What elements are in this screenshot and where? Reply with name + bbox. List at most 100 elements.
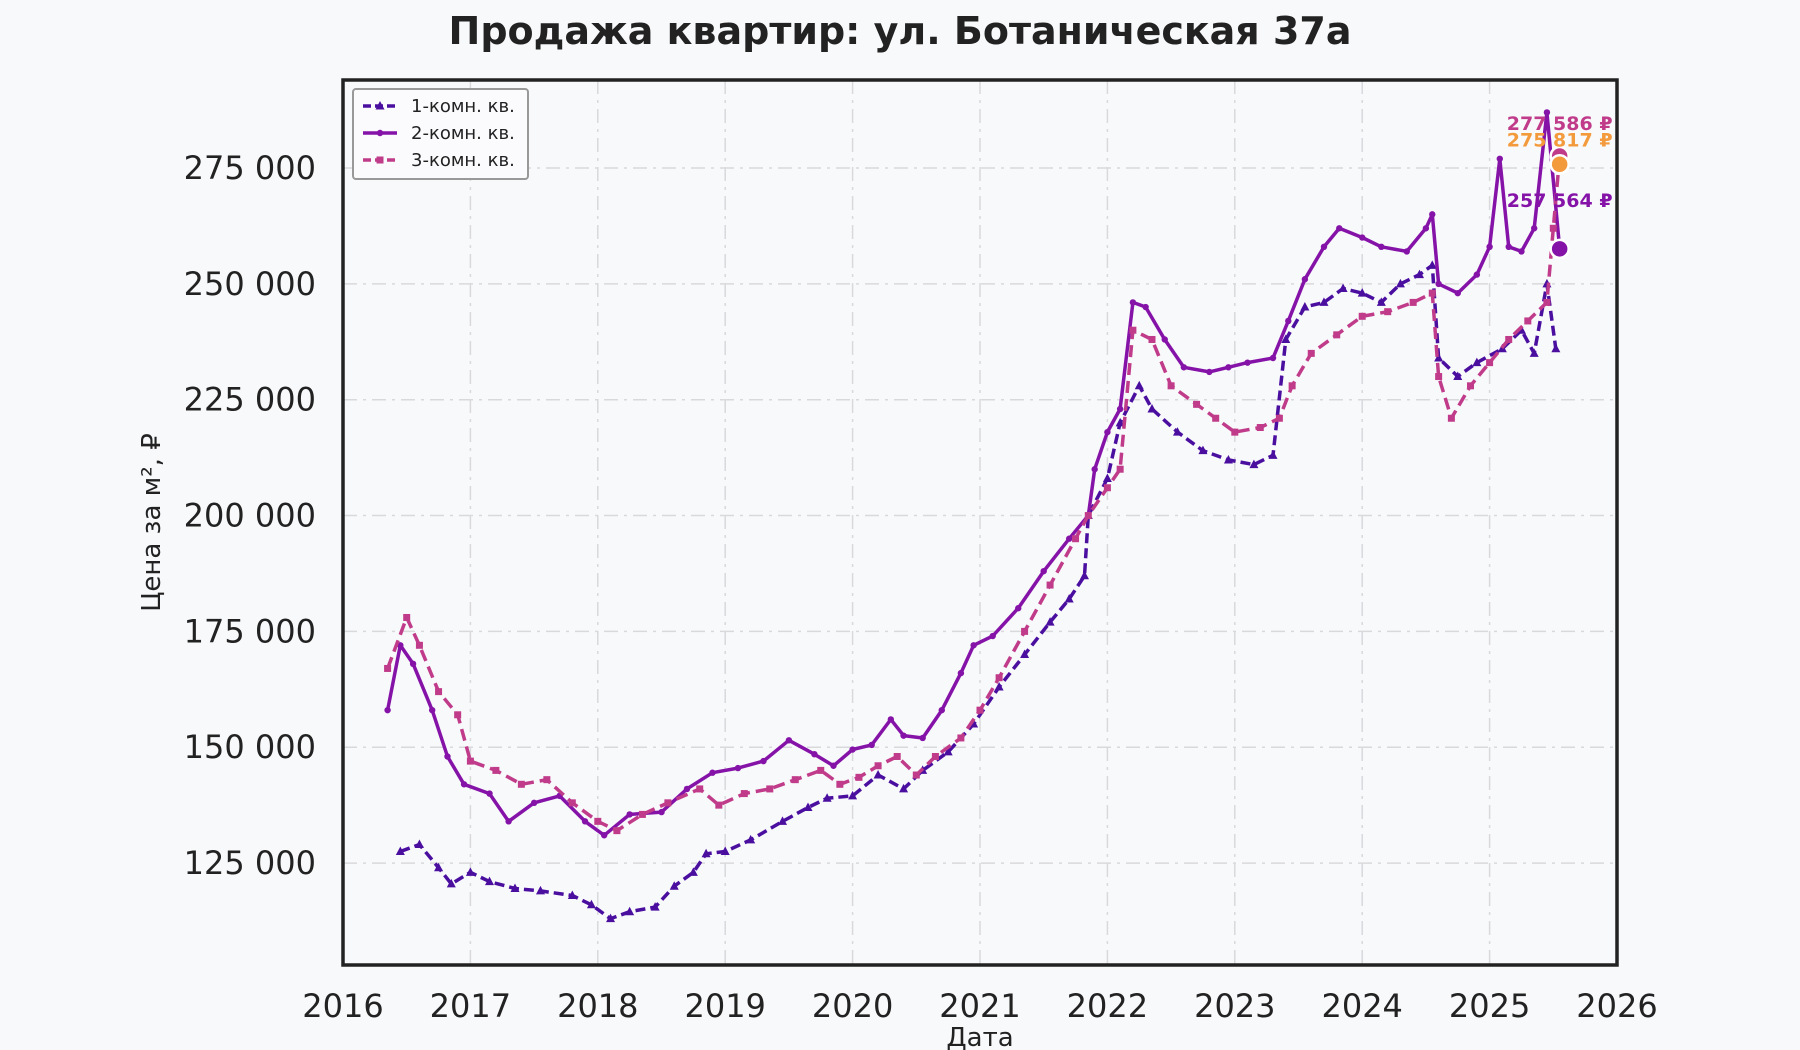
data-point xyxy=(849,746,856,753)
data-point xyxy=(1427,260,1437,269)
series-1 xyxy=(395,260,1561,923)
data-point xyxy=(1275,414,1283,422)
data-point xyxy=(1193,400,1201,408)
data-point xyxy=(919,734,926,742)
data-point xyxy=(848,790,858,800)
data-point xyxy=(803,802,813,811)
data-point xyxy=(1046,581,1054,589)
data-point xyxy=(994,681,1004,691)
data-point xyxy=(817,766,825,774)
data-point xyxy=(1249,459,1259,469)
data-point xyxy=(1079,570,1089,580)
data-point xyxy=(1231,428,1239,436)
data-point xyxy=(1102,473,1112,482)
data-point xyxy=(1422,225,1430,232)
legend-marker xyxy=(376,129,384,137)
data-point xyxy=(1496,155,1503,162)
data-point xyxy=(1147,403,1157,413)
legend-box xyxy=(352,88,529,180)
data-point xyxy=(1486,243,1493,251)
data-point xyxy=(414,839,424,849)
data-point xyxy=(638,810,646,818)
y-tick-label: 150 000 xyxy=(184,728,316,766)
data-point xyxy=(1434,353,1444,362)
data-point xyxy=(912,771,920,779)
data-point xyxy=(1288,382,1296,390)
data-point xyxy=(766,785,774,793)
data-point xyxy=(791,776,799,784)
data-point xyxy=(1021,627,1029,635)
data-point xyxy=(1285,317,1292,325)
data-point xyxy=(1161,336,1168,343)
data-point xyxy=(778,816,788,825)
data-point xyxy=(1091,466,1098,473)
data-point xyxy=(1530,225,1538,232)
data-point xyxy=(868,741,875,749)
data-point xyxy=(1072,535,1080,543)
series-line xyxy=(385,110,1562,838)
data-point xyxy=(1486,359,1494,367)
data-point xyxy=(530,799,538,807)
data-point xyxy=(1358,312,1366,320)
data-point xyxy=(460,781,468,788)
x-tick-label: 2019 xyxy=(684,987,765,1025)
data-point xyxy=(1281,334,1291,343)
data-point xyxy=(485,876,495,886)
data-point xyxy=(976,706,984,714)
series-lines xyxy=(384,109,1564,923)
legend-marker xyxy=(375,101,385,110)
data-point xyxy=(931,752,939,760)
data-point xyxy=(855,773,863,781)
y-tick-label: 275 000 xyxy=(184,149,316,187)
y-tick-label: 175 000 xyxy=(184,612,316,650)
data-point xyxy=(403,613,411,621)
data-point xyxy=(1256,424,1264,432)
data-point xyxy=(1045,617,1055,626)
data-point xyxy=(760,757,767,765)
series-3 xyxy=(384,152,1564,835)
data-point xyxy=(836,780,844,788)
data-point xyxy=(811,750,818,758)
data-point xyxy=(543,776,551,784)
data-point xyxy=(720,846,730,855)
data-point xyxy=(492,766,500,774)
data-point xyxy=(505,818,512,825)
data-point xyxy=(1015,605,1022,612)
x-tick-label: 2025 xyxy=(1449,987,1530,1025)
data-point xyxy=(1505,335,1513,343)
x-tick-label: 2018 xyxy=(557,987,638,1025)
data-point xyxy=(995,674,1003,682)
y-ticks: 125 000 150 000 175 000 200 000 225 000 250 0… xyxy=(184,149,316,882)
data-point xyxy=(409,660,417,668)
data-point xyxy=(740,790,748,798)
data-point xyxy=(650,902,660,911)
data-point xyxy=(1129,326,1137,334)
data-point xyxy=(1319,297,1329,306)
data-point xyxy=(466,757,474,765)
chart-title: Продажа квартир: ул. Ботаническая 37а xyxy=(449,9,1352,53)
data-point xyxy=(1473,271,1481,278)
data-point xyxy=(435,688,443,696)
data-point xyxy=(1529,348,1539,357)
data-point xyxy=(957,734,965,742)
data-point xyxy=(1064,593,1074,603)
series-line xyxy=(385,155,1562,833)
data-point xyxy=(444,753,451,760)
data-point xyxy=(1301,276,1309,283)
end-marker xyxy=(1549,154,1570,175)
data-point xyxy=(1268,450,1278,459)
data-point xyxy=(1435,373,1443,381)
data-point xyxy=(613,827,621,835)
data-point xyxy=(486,790,493,797)
data-point xyxy=(830,762,837,769)
plot-frame xyxy=(341,78,1619,967)
data-point xyxy=(683,785,691,793)
data-point xyxy=(1359,234,1366,241)
data-point xyxy=(785,737,793,744)
data-point xyxy=(1116,465,1124,473)
data-point xyxy=(586,899,596,909)
data-point xyxy=(395,846,405,855)
data-point xyxy=(600,832,608,839)
data-point xyxy=(567,890,577,899)
